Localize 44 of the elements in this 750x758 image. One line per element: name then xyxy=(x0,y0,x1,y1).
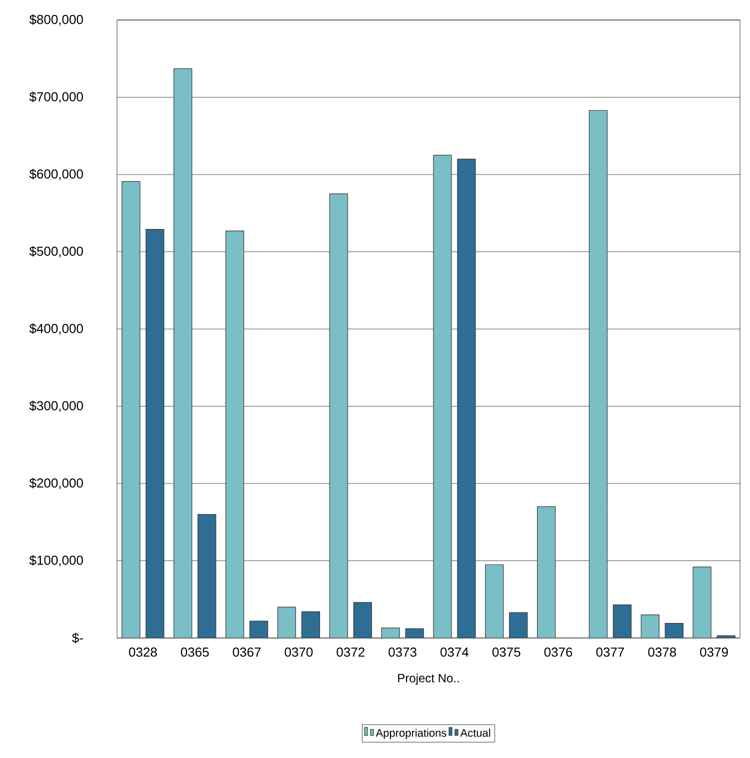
x-tick-label: 0374 xyxy=(440,648,469,657)
y-tick-label: $- xyxy=(72,632,83,644)
y-tick-label: $300,000 xyxy=(29,400,83,412)
bar xyxy=(330,194,348,638)
bar xyxy=(640,614,660,638)
x-tick-label: 0370 xyxy=(284,648,313,657)
bar xyxy=(198,514,216,638)
x-tick-label: 0328 xyxy=(129,648,157,657)
y-tick-label: $200,000 xyxy=(29,478,83,490)
bar xyxy=(664,623,684,638)
bar xyxy=(537,506,556,638)
bar xyxy=(612,604,632,638)
x-tick-label: 0378 xyxy=(648,648,676,657)
bar xyxy=(509,612,528,638)
y-tick-label: $100,000 xyxy=(29,555,83,566)
y-tick-label: $400,000 xyxy=(29,323,83,335)
x-tick-label: 0373 xyxy=(388,648,416,657)
bar xyxy=(122,181,140,638)
bar xyxy=(485,564,504,638)
bar xyxy=(433,155,452,638)
bar xyxy=(174,68,192,638)
x-tick-label: 0372 xyxy=(336,648,364,657)
x-tick-label: 0377 xyxy=(596,648,624,657)
bar xyxy=(146,229,164,638)
bar xyxy=(692,566,712,638)
x-tick-label: 0365 xyxy=(180,648,209,657)
x-tick-label: 0367 xyxy=(232,648,261,657)
bar xyxy=(457,159,476,638)
x-tick-label: 0375 xyxy=(492,648,520,657)
bar xyxy=(302,612,320,638)
y-tick-label: $600,000 xyxy=(29,168,83,180)
legend-label: Actual xyxy=(460,728,490,737)
bar xyxy=(226,230,244,638)
y-tick-label: $500,000 xyxy=(29,246,83,258)
bar xyxy=(250,621,268,638)
legend-label: Appropriations xyxy=(376,728,446,739)
bar xyxy=(278,607,296,638)
y-tick-label: $800,000 xyxy=(29,14,83,26)
bar xyxy=(588,110,608,638)
y-tick-label: $700,000 xyxy=(29,92,83,103)
x-tick-label: 0376 xyxy=(544,648,572,657)
bar xyxy=(354,602,372,638)
x-axis-title: Project No.. xyxy=(398,674,459,685)
x-tick-label: 0379 xyxy=(700,648,728,657)
